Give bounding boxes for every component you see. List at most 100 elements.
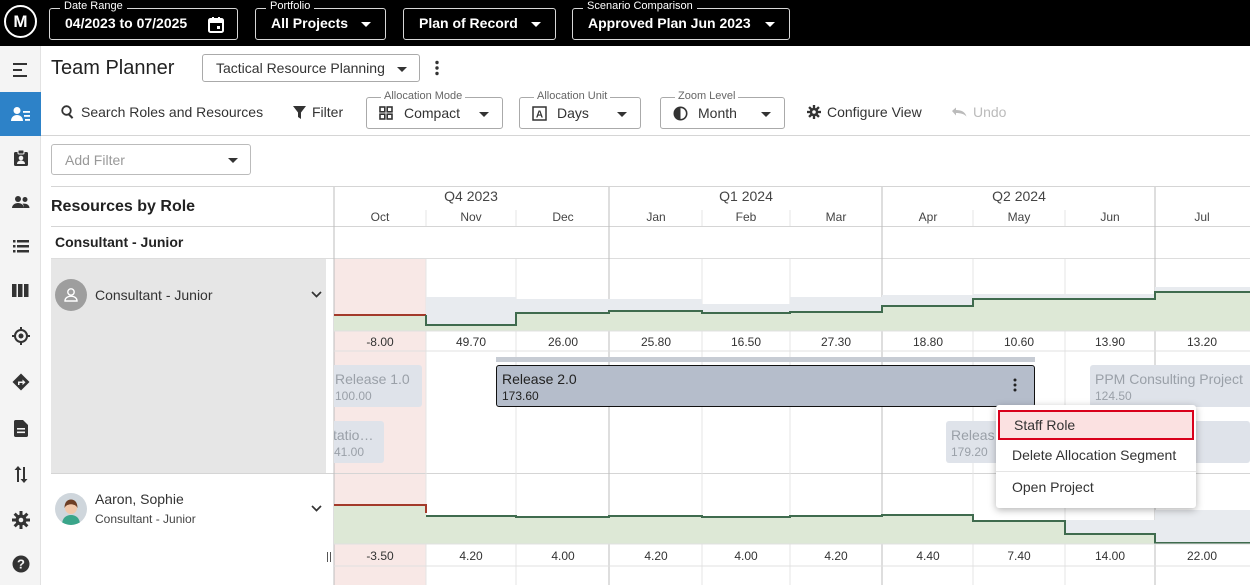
team-planner-icon[interactable] xyxy=(0,92,41,136)
allocation-value: 4.20 xyxy=(824,549,848,563)
contrast-icon xyxy=(673,106,688,121)
month-label: Dec xyxy=(552,210,574,224)
avatar xyxy=(55,493,87,525)
scenario-select[interactable]: Scenario Comparison Approved Plan Jun 20… xyxy=(572,0,790,40)
configure-view-label: Configure View xyxy=(827,104,922,120)
app-logo[interactable]: M xyxy=(4,5,37,38)
resources-by-role-header: Resources by Role xyxy=(51,198,196,215)
portfolio-select[interactable]: Portfolio All Projects xyxy=(255,0,386,40)
avatar xyxy=(55,279,87,311)
portfolio-label: Portfolio xyxy=(266,0,315,12)
columns-icon[interactable] xyxy=(0,268,41,312)
filter-label: Filter xyxy=(312,104,344,120)
menu-item-open-project[interactable]: Open Project xyxy=(996,472,1196,502)
chevron-down-icon xyxy=(531,22,541,27)
chevron-down-icon[interactable] xyxy=(311,291,322,298)
badge-icon[interactable] xyxy=(0,136,41,180)
quarter-label: Q4 2023 xyxy=(444,188,498,204)
month-label: Jun xyxy=(1100,210,1120,224)
date-range-label: Date Range xyxy=(60,0,127,12)
help-icon[interactable]: ? xyxy=(0,542,41,586)
add-filter-select[interactable]: Add Filter xyxy=(51,144,251,175)
role-group-row[interactable]: Consultant - Junior xyxy=(51,227,1250,259)
allocation-value: 4.40 xyxy=(916,549,940,563)
view-select-value: Tactical Resource Planning xyxy=(216,60,385,76)
chevron-down-icon xyxy=(228,158,238,163)
allocation-bar[interactable]: tatio… 41.00 xyxy=(334,421,384,463)
allocation-value: -3.50 xyxy=(366,549,394,563)
allocation-bar[interactable]: PPM Consulting Project 124.50 xyxy=(1090,365,1250,407)
menu-collapse-icon[interactable] xyxy=(0,48,41,92)
chevron-down-icon xyxy=(397,67,407,72)
more-options-icon[interactable] xyxy=(435,60,439,76)
filter-icon xyxy=(293,105,306,119)
month-label: Jul xyxy=(1194,210,1210,224)
allocation-value: 14.00 xyxy=(1094,549,1126,563)
portfolio-value: All Projects xyxy=(271,15,349,31)
allocation-unit-select[interactable]: Allocation Unit A Days xyxy=(519,90,641,129)
menu-item-staff-role[interactable]: Staff Role xyxy=(998,410,1194,440)
month-label: Apr xyxy=(918,210,938,224)
grid-header-border xyxy=(51,226,1250,227)
role-name: Consultant - Junior xyxy=(95,287,213,303)
allocation-value: 13.20 xyxy=(1186,335,1218,349)
resize-handle-icon[interactable] xyxy=(327,552,331,562)
row-divider xyxy=(51,473,1250,474)
filter-button[interactable]: Filter xyxy=(293,104,343,120)
people-icon[interactable] xyxy=(0,180,41,224)
allocation-value: 22.00 xyxy=(1186,549,1218,563)
allocation-value: 7.40 xyxy=(1007,549,1031,563)
document-icon[interactable] xyxy=(0,406,41,450)
zoom-level-value: Month xyxy=(698,105,737,121)
chevron-down-icon xyxy=(761,112,771,117)
context-menu: Staff Role Delete Allocation Segment Ope… xyxy=(996,405,1196,508)
page-title: Team Planner xyxy=(51,57,175,79)
allocation-bar-value: 124.50 xyxy=(1095,389,1132,403)
grid-view-icon xyxy=(379,106,393,120)
scenario-value: Approved Plan Jun 2023 xyxy=(588,15,751,31)
gear-icon[interactable] xyxy=(0,498,41,542)
undo-button[interactable]: Undo xyxy=(951,104,1006,120)
gear-icon xyxy=(807,105,821,119)
directions-icon[interactable] xyxy=(0,360,41,404)
allocation-value: 18.80 xyxy=(912,335,944,349)
quarter-label: Q2 2024 xyxy=(992,188,1046,204)
zoom-level-select[interactable]: Zoom Level Month xyxy=(660,90,785,129)
toolbar-divider xyxy=(41,135,1250,136)
allocation-value: 4.00 xyxy=(551,549,575,563)
allocation-unit-label: Allocation Unit xyxy=(534,90,611,102)
allocation-bar-track xyxy=(496,357,1035,362)
month-label: May xyxy=(1007,210,1031,224)
view-select[interactable]: Tactical Resource Planning xyxy=(202,54,420,82)
allocation-value: 10.60 xyxy=(1003,335,1035,349)
date-range-value: 04/2023 to 07/2025 xyxy=(65,15,188,31)
plan-select[interactable]: Plan of Record xyxy=(403,8,556,40)
list-icon[interactable] xyxy=(0,224,41,268)
calendar-icon[interactable] xyxy=(207,16,225,34)
month-label: Oct xyxy=(370,210,390,224)
target-icon[interactable] xyxy=(0,314,41,358)
allocation-mode-value: Compact xyxy=(404,105,461,121)
allocation-value: 26.00 xyxy=(547,335,579,349)
sidebar: ? xyxy=(0,46,41,585)
plan-value: Plan of Record xyxy=(419,15,518,31)
allocation-bar-value: 179.20 xyxy=(951,445,988,459)
allocation-bar-selected[interactable]: Release 2.0 173.60 xyxy=(496,365,1035,407)
search-roles-button[interactable]: Search Roles and Resources xyxy=(61,104,263,120)
allocation-bar[interactable]: Release 1.0 100.00 xyxy=(334,365,422,407)
more-options-icon[interactable] xyxy=(1013,378,1017,392)
role-row-panel xyxy=(51,259,326,473)
allocation-mode-label: Allocation Mode xyxy=(381,90,466,102)
chevron-down-icon[interactable] xyxy=(311,505,322,512)
resource-role: Consultant - Junior xyxy=(95,512,196,526)
date-range-select[interactable]: Date Range 04/2023 to 07/2025 xyxy=(49,0,238,40)
swap-vertical-icon[interactable] xyxy=(0,452,41,496)
allocation-value: 4.20 xyxy=(459,549,483,563)
allocation-bar-name: Releas xyxy=(951,427,995,443)
menu-item-delete-allocation-segment[interactable]: Delete Allocation Segment xyxy=(996,440,1196,470)
add-filter-placeholder: Add Filter xyxy=(65,152,125,168)
configure-view-button[interactable]: Configure View xyxy=(807,104,922,120)
month-label: Mar xyxy=(825,210,847,224)
top-bar: M Date Range 04/2023 to 07/2025 Portfoli… xyxy=(0,0,1250,46)
allocation-mode-select[interactable]: Allocation Mode Compact xyxy=(366,90,503,129)
